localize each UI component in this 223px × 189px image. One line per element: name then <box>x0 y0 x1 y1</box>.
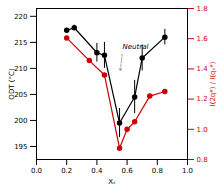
svg-text:Xₛ: Xₛ <box>108 178 116 186</box>
svg-text:1.4: 1.4 <box>197 65 209 73</box>
svg-text:0.8: 0.8 <box>152 167 163 175</box>
svg-text:1.6: 1.6 <box>197 35 209 43</box>
svg-text:0.8: 0.8 <box>197 156 208 164</box>
svg-text:1.2: 1.2 <box>197 95 208 103</box>
svg-text:215: 215 <box>14 39 27 47</box>
svg-text:I(2q*) / I(qₛ*): I(2q*) / I(qₛ*) <box>209 61 217 106</box>
svg-text:220: 220 <box>14 13 27 21</box>
svg-text:1.0: 1.0 <box>197 126 208 134</box>
svg-text:0.6: 0.6 <box>122 167 134 175</box>
svg-text:1.0: 1.0 <box>182 167 193 175</box>
svg-text:0.2: 0.2 <box>61 167 72 175</box>
svg-text:0.4: 0.4 <box>91 167 103 175</box>
svg-text:205: 205 <box>14 90 28 99</box>
svg-text:1.8: 1.8 <box>197 5 208 13</box>
svg-text:200: 200 <box>14 117 27 125</box>
svg-text:Neutral: Neutral <box>123 43 149 51</box>
svg-text:0.0: 0.0 <box>31 167 42 175</box>
svg-text:210: 210 <box>14 64 28 73</box>
svg-text:195: 195 <box>14 143 27 151</box>
svg-text:ODT (°C): ODT (°C) <box>8 68 16 100</box>
